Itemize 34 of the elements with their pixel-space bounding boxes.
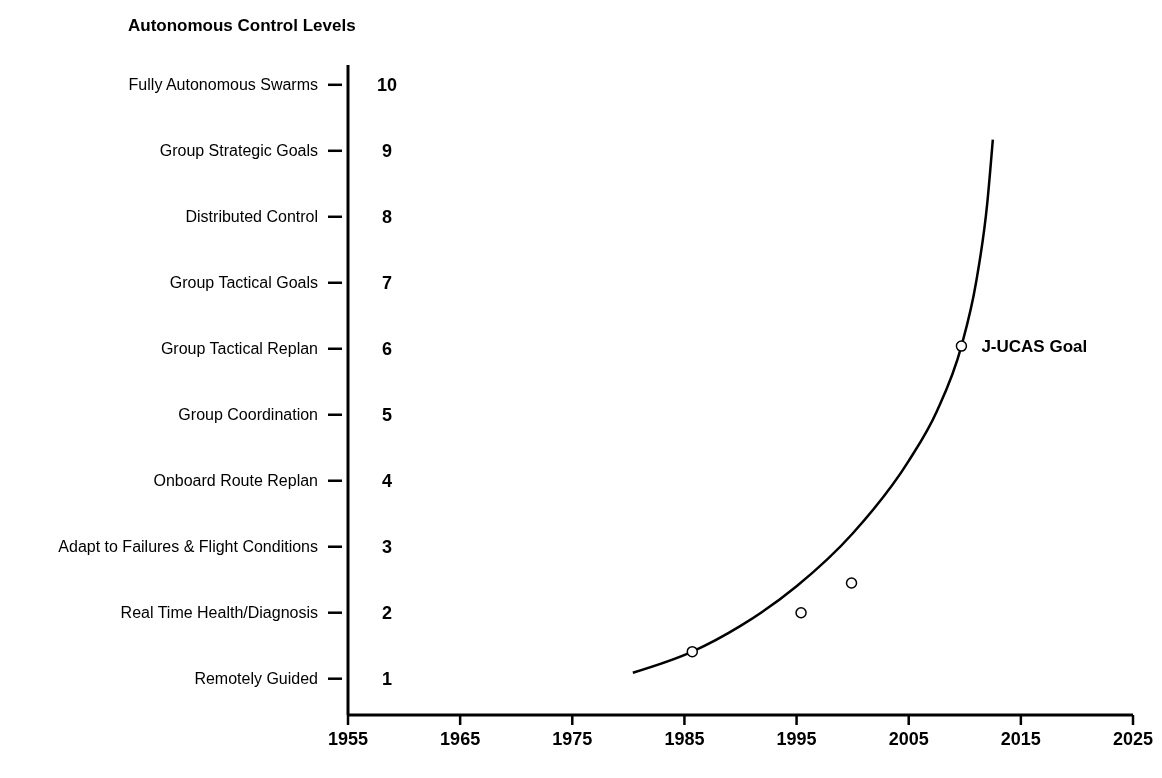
annotation: J-UCAS Goal xyxy=(981,337,1088,357)
x-tick-label: 1985 xyxy=(664,729,705,750)
y-tick-label: 9 xyxy=(381,141,393,162)
x-tick-label: 2005 xyxy=(888,729,929,750)
x-tick-label: 2025 xyxy=(1112,729,1154,750)
x-tick-label: 1975 xyxy=(552,729,593,750)
text: Onboard Route Replan xyxy=(153,472,318,490)
y-tick-label: 10 xyxy=(376,75,398,96)
y-tick-label: 1 xyxy=(381,669,393,690)
text: Group Strategic Goals xyxy=(159,142,318,160)
y-tick-label: 7 xyxy=(381,273,393,294)
text: Group Coordination xyxy=(178,406,318,424)
text: Adapt to Failures & Flight Conditions xyxy=(58,538,318,556)
text: Real Time Health/Diagnosis xyxy=(120,604,318,622)
y-tick-label: 2 xyxy=(381,603,393,624)
x-tick-label: 1995 xyxy=(776,729,817,750)
point xyxy=(795,606,807,619)
point xyxy=(686,645,699,658)
text: Group Tactical Goals xyxy=(169,274,318,292)
text: Group Tactical Replan xyxy=(160,340,318,358)
text: Distributed Control xyxy=(185,208,318,226)
y-tick-label: 4 xyxy=(381,471,393,492)
y-tick-label: 3 xyxy=(381,537,393,558)
x-tick-label: 1965 xyxy=(440,729,481,750)
text: Remotely Guided xyxy=(194,670,318,688)
y-tick-label: 6 xyxy=(381,339,393,360)
y-tick-label: 5 xyxy=(381,405,393,426)
x-tick-label: 1955 xyxy=(327,729,369,750)
point xyxy=(955,340,968,352)
y-tick-label: 8 xyxy=(381,207,393,228)
point xyxy=(845,577,858,589)
text: Fully Autonomous Swarms xyxy=(128,76,318,94)
x-tick-label: 2015 xyxy=(1000,729,1041,750)
y-axis-title: Autonomous Control Levels xyxy=(128,16,356,36)
